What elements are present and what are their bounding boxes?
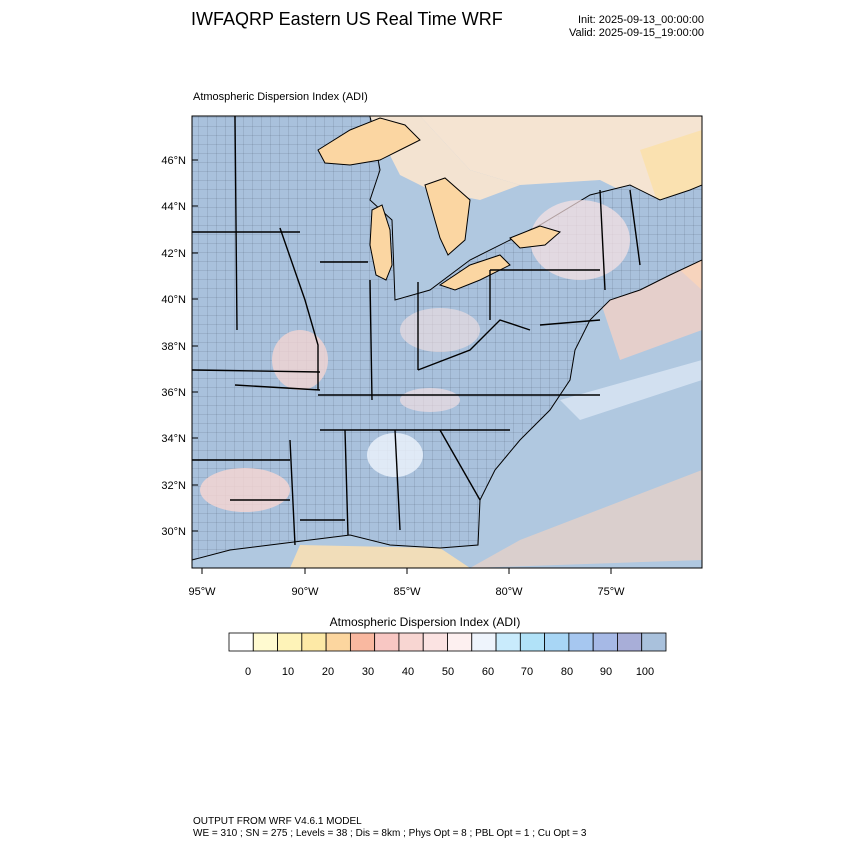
colorbar-swatch [252,632,278,652]
colorbar [228,632,667,652]
colorbar-label: 80 [561,666,573,678]
lon-label: 80°W [495,586,523,598]
lake-superior [317,117,421,166]
lat-axis-labels: 46°N 44°N 42°N 40°N 38°N 36°N 34°N 32°N … [161,155,186,538]
colorbar-swatch [471,632,497,652]
land-low-adi-patches [200,200,630,512]
colorbar-label: 20 [322,666,334,678]
lat-label: 44°N [161,201,186,213]
lake-huron [424,177,471,256]
colorbar-label: 60 [482,666,494,678]
colorbar-swatch [447,632,473,652]
colorbar-swatch [374,632,400,652]
lat-label: 34°N [161,433,186,445]
map-area [192,116,702,568]
lat-label: 32°N [161,480,186,492]
colorbar-swatch [495,632,521,652]
colorbar-label: 30 [362,666,374,678]
lon-label: 90°W [291,586,319,598]
valid-time: Valid: 2025-09-15_19:00:00 [569,27,704,39]
colorbar-swatch [422,632,448,652]
colorbar-label: 0 [245,666,251,678]
colorbar-label: 50 [442,666,454,678]
colorbar-swatch [325,632,351,652]
map-subtitle: Atmospheric Dispersion Index (ADI) [193,91,368,103]
lat-label: 42°N [161,248,186,260]
colorbar-swatch [568,632,594,652]
lake-michigan [369,204,393,281]
colorbar-swatch [398,632,424,652]
lat-label: 38°N [161,341,186,353]
model-footer: OUTPUT FROM WRF V4.6.1 MODEL WE = 310 ; … [193,816,586,840]
page-title: IWFAQRP Eastern US Real Time WRF [191,9,503,29]
colorbar-swatch [301,632,327,652]
init-time: Init: 2025-09-13_00:00:00 [578,14,704,26]
colorbar-label: 90 [600,666,612,678]
colorbar-swatch [228,632,254,652]
lon-label: 75°W [597,586,625,598]
colorbar-swatch [349,632,376,652]
colorbar-swatch [277,632,303,652]
footer-line-2: WE = 310 ; SN = 275 ; Levels = 38 ; Dis … [193,828,587,839]
colorbar-label: 70 [521,666,533,678]
colorbar-swatch [641,632,667,652]
colorbar-label: 100 [636,666,654,678]
great-lakes [317,117,562,291]
colorbar-label: 40 [402,666,414,678]
map-frame [191,115,703,569]
lat-label: 30°N [161,526,186,538]
lake-erie [438,254,511,291]
lake-ontario [509,225,562,249]
lat-label: 40°N [161,294,186,306]
low-adi-zones [290,116,702,568]
lon-axis-labels: 95°W 90°W 85°W 80°W 75°W [188,586,625,598]
colorbar-labels: 0 10 20 30 40 50 60 70 80 90 100 [245,666,654,678]
state-borders [192,116,641,546]
lat-label: 36°N [161,387,186,399]
colorbar-title: Atmospheric Dispersion Index (ADI) [329,615,521,629]
footer-line-1: OUTPUT FROM WRF V4.6.1 MODEL [193,816,362,827]
colorbar-swatch [617,632,643,652]
lat-ticks [192,159,198,532]
lon-ticks [201,568,612,574]
colorbar-label: 10 [282,666,294,678]
colorbar-swatch [592,632,618,652]
lat-label: 46°N [161,155,186,167]
colorbar-swatch [519,632,546,652]
colorbar-swatch [544,632,570,652]
lon-label: 85°W [393,586,421,598]
lon-label: 95°W [188,586,216,598]
